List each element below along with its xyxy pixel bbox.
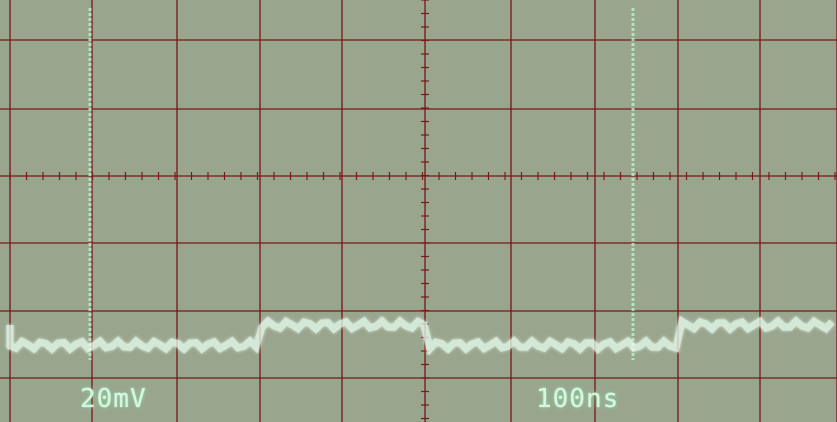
volts-per-div-readout: 20mV bbox=[80, 384, 147, 414]
time-per-div-readout: 100ns bbox=[536, 384, 620, 414]
trace-baseline bbox=[6, 315, 835, 356]
